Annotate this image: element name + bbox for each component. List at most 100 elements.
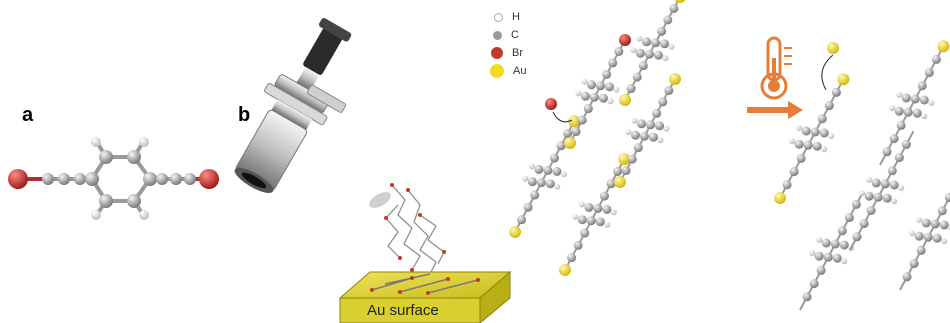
gold-atom xyxy=(674,0,686,4)
carbon-atom xyxy=(596,81,606,91)
evaporator-icon xyxy=(234,18,352,193)
gold-atom xyxy=(564,137,576,149)
molecule-bond xyxy=(879,45,945,166)
carbon-atom xyxy=(830,239,840,249)
hydrogen-atom xyxy=(889,105,896,112)
carbon-atom xyxy=(902,272,912,282)
hydrogen-atom xyxy=(891,198,898,205)
molecule-beam xyxy=(385,184,445,275)
carbon-atom xyxy=(660,39,670,49)
carbon-atom xyxy=(637,119,647,129)
carbon-atom xyxy=(914,231,924,241)
carbon-atom xyxy=(658,97,668,107)
carbon-atom xyxy=(903,107,913,117)
carbon-atom xyxy=(523,202,533,212)
carbon-atom xyxy=(599,191,609,201)
panel-label-b: b xyxy=(238,104,251,126)
carbon-atom xyxy=(924,68,934,78)
legend-label-h: H xyxy=(512,11,520,23)
hydrogen-icon xyxy=(494,12,503,22)
carbon-atom xyxy=(639,131,649,141)
carbon-atom xyxy=(577,115,587,125)
carbon-atom xyxy=(910,94,920,104)
carbon-atom xyxy=(864,191,874,201)
panel-label-a: a xyxy=(22,104,34,126)
carbon-atom xyxy=(669,3,679,13)
gold-atom xyxy=(837,73,850,86)
carbon-atom xyxy=(944,193,950,203)
hydrogen-atom xyxy=(809,250,816,257)
hydrogen-atom xyxy=(662,55,669,62)
hydrogen-atom xyxy=(581,78,588,85)
carbon-atom xyxy=(648,132,658,142)
hydrogen-atom xyxy=(522,175,529,182)
gold-atom xyxy=(774,192,786,204)
hydrogen-atom xyxy=(866,177,873,183)
carbon-atom xyxy=(608,58,618,68)
hydrogen-atom xyxy=(630,47,637,54)
carbon-atom xyxy=(837,226,847,236)
carbon-atom xyxy=(930,219,940,229)
molecule-bond xyxy=(569,39,626,144)
carbon-atom xyxy=(923,232,933,242)
carbon-atom xyxy=(655,121,665,131)
carbon-atom xyxy=(916,245,926,255)
hydrogen-atom xyxy=(896,92,903,98)
carbon-atom xyxy=(613,166,623,176)
legend-label-br: Br xyxy=(512,47,523,59)
gold-atom xyxy=(509,226,521,238)
hydrogen-atom xyxy=(859,190,866,197)
hydrogen-atom xyxy=(828,133,835,139)
carbon-atom xyxy=(821,238,831,248)
carbon-atom xyxy=(912,108,922,118)
carbon-atom xyxy=(534,164,544,174)
carbon-atom xyxy=(549,153,559,163)
carbon-atom xyxy=(663,15,673,25)
carbon-atom xyxy=(873,192,883,202)
carbon-atom xyxy=(809,279,819,289)
carbon-atom xyxy=(580,228,590,238)
carbon-atom xyxy=(803,140,813,150)
hydrogen-atom xyxy=(528,163,535,170)
carbon-atom xyxy=(817,114,827,124)
carbon-atom xyxy=(839,240,849,250)
hydrogen-atom xyxy=(560,171,567,178)
hydrogen-atom xyxy=(578,201,585,208)
carbon-atom xyxy=(802,292,812,302)
carbon-atom xyxy=(794,139,804,149)
hydrogen-atom xyxy=(575,90,582,97)
carbon-atom xyxy=(602,204,612,214)
carbon-atom xyxy=(939,220,949,230)
carbon-atom xyxy=(782,180,792,190)
hydrogen-atom xyxy=(636,35,643,42)
carbon-atom xyxy=(651,38,661,48)
carbon-atom xyxy=(552,166,562,176)
hydrogen-atom xyxy=(928,100,935,106)
carbon-atom xyxy=(556,141,566,151)
carbon-atom xyxy=(646,120,656,130)
carbon-atom xyxy=(644,49,654,59)
carbon-atom xyxy=(831,87,841,97)
carbon-atom xyxy=(823,252,833,262)
carbon-atom xyxy=(882,147,892,157)
gold-atom xyxy=(618,153,631,166)
carbon-atom xyxy=(801,126,811,136)
hydrogen-atom xyxy=(625,129,632,136)
carbon-atom xyxy=(859,219,869,229)
carbon-atom xyxy=(587,80,597,90)
carbon-atom xyxy=(589,92,599,102)
carbon-atom xyxy=(901,139,911,149)
carbon-atom xyxy=(584,202,594,212)
molecule-bond xyxy=(779,78,845,199)
carbon-atom xyxy=(598,93,608,103)
carbon-atom xyxy=(882,193,892,203)
bromine-icon xyxy=(491,47,503,59)
bromine-atom xyxy=(618,34,631,47)
carbon-atom xyxy=(595,217,605,227)
gold-atom xyxy=(827,42,839,54)
gold-atom xyxy=(937,40,950,53)
carbon-atom xyxy=(844,213,854,223)
carbon-atom xyxy=(606,179,616,189)
carbon-atom xyxy=(832,253,842,263)
